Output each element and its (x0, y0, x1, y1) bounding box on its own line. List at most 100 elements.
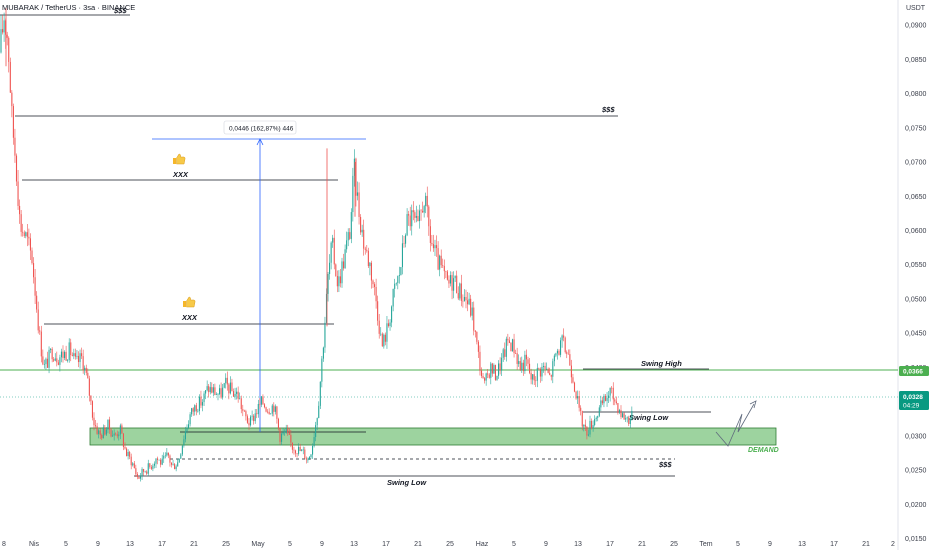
time-tick-label: 21 (862, 541, 870, 548)
candle-body (474, 330, 476, 332)
price-range-measure[interactable]: 0,0446 (162,87%) 446 (152, 120, 366, 432)
candle-body (293, 449, 295, 451)
candle-body (116, 434, 118, 437)
candle-body (575, 391, 577, 399)
candle-body (307, 459, 309, 461)
candle-body (273, 405, 275, 412)
candle-body (225, 377, 227, 384)
candle-body (101, 435, 103, 439)
candle-body (79, 353, 81, 363)
candle-body (107, 419, 109, 430)
candle-body (85, 367, 87, 373)
symbol-title[interactable]: MUBARAK / TetherUS · 3sa · BINANCE (2, 3, 135, 12)
candle-body (470, 298, 472, 316)
candle-body (299, 446, 301, 451)
candle-body (301, 449, 303, 451)
candle-body (274, 406, 276, 412)
candle-body (281, 433, 283, 442)
candle-body (60, 351, 62, 358)
candle-body (522, 362, 524, 372)
quote-currency-label[interactable]: USDT (906, 5, 926, 12)
candle-body (608, 395, 610, 399)
candle-body (183, 439, 185, 446)
demand-label: DEMAND (748, 447, 779, 454)
candle-body (110, 429, 112, 437)
candle-body (189, 414, 191, 425)
candle-body (403, 243, 405, 244)
candle-body (459, 283, 461, 299)
swing-high-price-text: 0,0366 (903, 369, 923, 376)
time-axis[interactable]: 8 Nis 5 9 13 17 21 25 May 5 9 13 17 21 25 Haz 5 9 13 17 21 25… (2, 541, 895, 548)
candle-body (321, 358, 323, 382)
candle-body (39, 330, 41, 332)
last-price-text: 0,0328 (903, 394, 923, 401)
candle-body (271, 405, 273, 414)
price-tick-label: 0,0800 (905, 91, 927, 98)
candle-body (322, 347, 324, 359)
demand-zone[interactable] (89, 427, 777, 446)
candle-body (231, 382, 233, 392)
candle-body (46, 358, 49, 368)
candle-body (223, 383, 225, 388)
candle-body (150, 466, 152, 469)
candle-body (485, 373, 487, 381)
candle-body (254, 413, 256, 422)
candle-body (1, 29, 4, 33)
candle-body (546, 368, 548, 370)
candle-body (291, 442, 293, 450)
candle-body (267, 411, 269, 413)
candle-body (222, 387, 224, 398)
price-tick-label: 0,0900 (905, 23, 927, 30)
candle-body (434, 245, 436, 249)
candle-body (496, 375, 498, 380)
candle-body (623, 413, 625, 420)
candle-body (594, 419, 596, 426)
swing-high-price-tag: 0,0366 (899, 366, 929, 376)
candle-body (541, 366, 543, 377)
candle-body (104, 427, 106, 435)
projection-arrow[interactable] (715, 400, 757, 447)
candle-body (37, 309, 39, 331)
candle-body (260, 396, 262, 405)
last-price-tag: 0,0328 04:29 (899, 391, 929, 410)
candle-body (195, 405, 197, 412)
candle-body (248, 422, 250, 426)
candle-body (164, 455, 166, 457)
candle-body (563, 335, 565, 338)
candle-body (29, 238, 31, 251)
candle-body (547, 368, 549, 373)
candle-body (67, 360, 69, 361)
candle-body (87, 372, 89, 379)
candle-body (549, 372, 551, 375)
candle-body (387, 323, 390, 327)
candle-body (383, 334, 385, 347)
candle-body (525, 354, 527, 360)
candle-body (11, 92, 13, 107)
candle-body (519, 361, 521, 371)
candle-body (82, 356, 84, 371)
time-tick-label: 5 (736, 541, 740, 548)
candle-body (95, 425, 97, 427)
candle-body (341, 261, 343, 284)
candle-body (57, 362, 59, 365)
candle-body (411, 210, 413, 227)
candle-body (629, 418, 631, 424)
candle-body (443, 265, 445, 272)
candle-body (141, 468, 143, 477)
candle-body (160, 459, 162, 465)
candle-body (369, 262, 371, 267)
candle-body (539, 368, 541, 377)
candle-body (138, 476, 140, 479)
candle-body (71, 355, 73, 356)
candle-body (68, 342, 70, 361)
candle-body (544, 365, 546, 370)
price-axis[interactable]: 0,01500,02000,02500,03000,03500,04000,04… (905, 23, 927, 543)
liq-bottom-label: $$$ (658, 460, 672, 469)
candle-body (529, 363, 531, 373)
candle-body (203, 393, 205, 403)
swing-low-bottom-label: Swing Low (387, 478, 427, 487)
candle-body (456, 275, 458, 294)
candle-body (355, 158, 357, 196)
candle-body (229, 382, 231, 394)
